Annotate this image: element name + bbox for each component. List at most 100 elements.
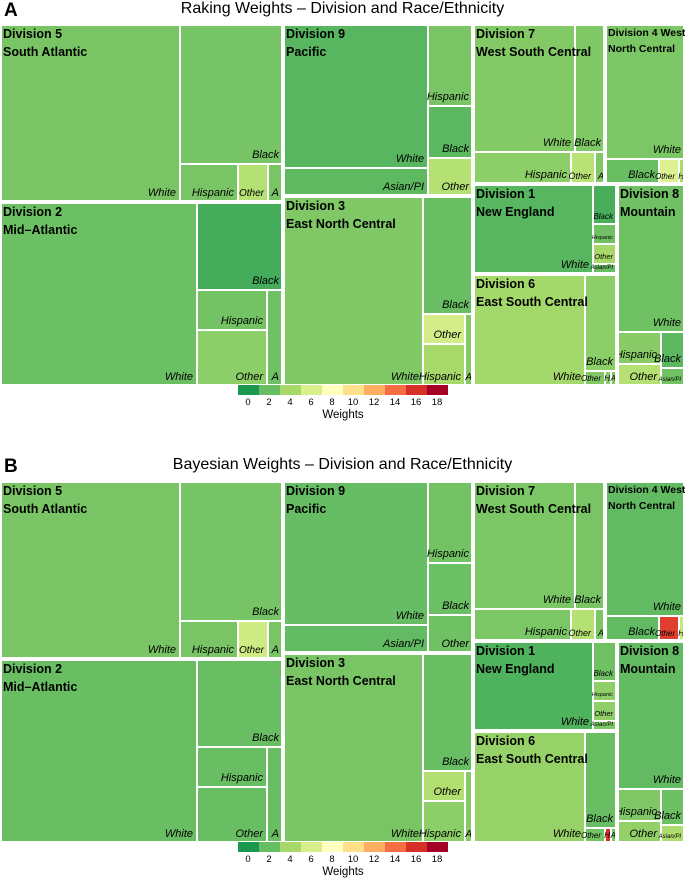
cell-division-3-a: A <box>465 314 473 386</box>
division-label-division-9: Division 9 Pacific <box>286 25 345 61</box>
cell-division-1-hispanic: Hispanic <box>591 681 617 701</box>
cell-division-8-black: Black <box>654 332 685 368</box>
cell-label: White <box>542 137 571 149</box>
cell-label: A <box>465 829 472 840</box>
cell-label: Other <box>580 831 601 840</box>
cell-division-3-hispanic: Hispanic <box>419 344 465 386</box>
cell-label: Black <box>654 810 681 822</box>
cell-division-9-asian-pi: Asian/PI <box>283 625 428 653</box>
cell-label: White <box>164 371 193 383</box>
cell-label: White <box>395 153 424 165</box>
legend-color-bar <box>238 385 448 395</box>
division-name: Division 5 <box>3 484 63 498</box>
legend-swatch <box>427 842 448 852</box>
division-region: Pacific <box>286 45 327 59</box>
cell-division-2-hispanic: Hispanic <box>197 290 267 330</box>
cell-label: Hispanic <box>418 828 461 840</box>
cell-division-6-a: A <box>611 828 617 843</box>
cell-division-4-west-black: Black <box>605 159 659 184</box>
cell-division-4-west-other: Other <box>655 159 679 184</box>
division-name: Division 2 <box>3 205 63 219</box>
cell-division-9-white: White <box>283 24 428 168</box>
cell-division-1-other: Other <box>593 244 617 264</box>
legend-swatch <box>364 385 385 395</box>
legend-swatch <box>406 842 427 852</box>
legend-tick-label: 12 <box>368 397 380 408</box>
legend-swatch <box>427 385 448 395</box>
cell-division-7-hispanic: Hispanic <box>473 152 571 184</box>
cell-label: Asian/PI <box>658 377 681 383</box>
cell-label: Other <box>441 181 469 193</box>
legend-swatch <box>280 385 301 395</box>
panel-a-title: Raking Weights – Division and Race/Ethni… <box>180 0 505 17</box>
division-region: North Central <box>608 500 676 512</box>
cell-division-7-other: Other <box>568 609 595 641</box>
cell-division-5-hispanic: Hispanic <box>180 164 238 202</box>
legend-swatch <box>322 842 343 852</box>
cell-division-9-other: Other <box>428 158 473 196</box>
cell-label: White <box>147 187 176 199</box>
legend-swatch <box>343 385 364 395</box>
division-region: Mid–Atlantic <box>3 680 78 694</box>
division-label-division-2: Division 2 Mid–Atlantic <box>3 660 77 696</box>
cell-label: Black <box>628 169 655 181</box>
cell-label: Hispanic <box>591 692 613 698</box>
cell-division-7-a: A <box>595 152 605 184</box>
division-name: Division 1 <box>476 644 536 658</box>
cell-division-6-black: Black <box>585 274 617 371</box>
cell-division-8-other: Other <box>617 364 661 386</box>
division-name: Division 8 <box>620 187 680 201</box>
legend-swatch <box>301 842 322 852</box>
cell-label: White <box>652 774 681 786</box>
division-label-division-1: Division 1 New England <box>476 185 554 221</box>
cell-division-5-other: Other <box>238 621 268 659</box>
cell-label: Other <box>235 371 263 383</box>
cell-label: Other <box>568 628 591 638</box>
legend-tick-label: 2 <box>266 397 272 408</box>
cell-label: White <box>652 144 681 156</box>
cell-label: Hispanic <box>614 806 657 818</box>
cell-label: Hispanic <box>418 371 461 383</box>
cell-division-4-west-h: H <box>678 159 685 184</box>
cell-division-9-hispanic: Hispanic <box>427 481 473 563</box>
legend-swatch <box>364 842 385 852</box>
cell-division-1-white: White <box>473 184 593 274</box>
cell-division-6-black: Black <box>585 731 617 828</box>
cell-division-2-a: A <box>267 747 283 843</box>
cell-label: Black <box>593 212 613 221</box>
legend-tick-label: 18 <box>431 854 443 865</box>
division-name: Division 3 <box>286 656 346 670</box>
legend-tick-label: 4 <box>287 854 293 865</box>
cell-label: White <box>542 594 571 606</box>
legend-title: Weights <box>322 866 364 878</box>
cell-label: White <box>552 828 581 840</box>
cell-label: White <box>552 371 581 383</box>
cell-label: H <box>678 172 684 181</box>
division-region: East South Central <box>476 752 588 766</box>
cell-label: A <box>597 628 604 638</box>
cell-division-2-white: White <box>0 202 197 386</box>
cell-division-5-hispanic: Hispanic <box>180 621 238 659</box>
division-label-division-8: Division 8 Mountain <box>620 185 679 221</box>
cell-label: A <box>610 374 616 383</box>
cell-division-2-black: Black <box>197 659 283 747</box>
cell-label: Black <box>586 813 613 825</box>
cell-label: H <box>604 374 610 383</box>
division-region: South Atlantic <box>3 45 88 59</box>
cell-label: H <box>678 629 684 638</box>
legend-swatch <box>259 385 280 395</box>
cell-label: Black <box>593 669 613 678</box>
division-label-division-3: Division 3 East North Central <box>286 197 396 233</box>
cell-division-1-asian-pi: Asian/PI <box>591 721 617 731</box>
cell-division-9-other: Other <box>428 615 473 653</box>
cell-label: Asian/PI <box>383 638 424 650</box>
cell-division-2-black: Black <box>197 202 283 290</box>
legend-tick-label: 16 <box>410 397 422 408</box>
cell-division-2-other: Other <box>197 330 267 386</box>
division-name: Division 4 West <box>608 27 685 39</box>
cell-label: Other <box>654 172 675 181</box>
cell-label: Black <box>252 275 279 287</box>
cell-label: Black <box>252 606 279 618</box>
division-label-division-4-west: Division 4 West North Central <box>608 482 685 514</box>
cell-label: Other <box>235 828 263 840</box>
